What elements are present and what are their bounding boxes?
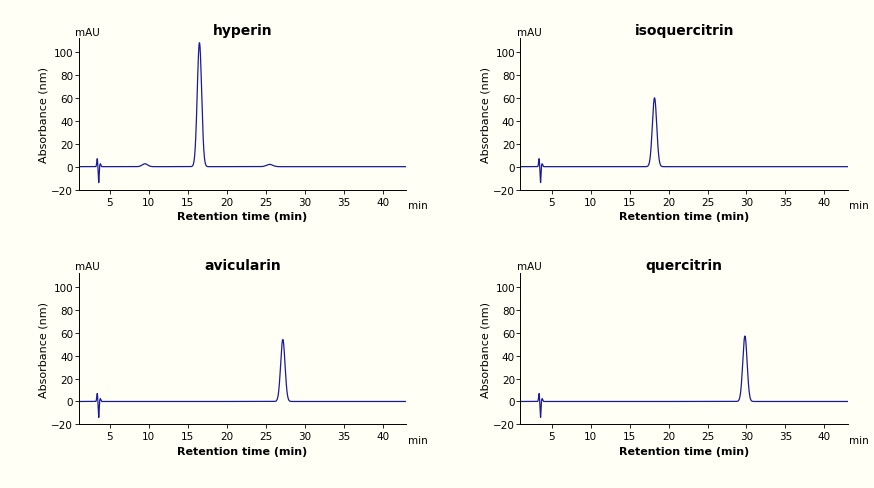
Text: mAU: mAU [75, 262, 101, 272]
Text: min: min [850, 201, 869, 211]
Text: min: min [407, 201, 427, 211]
Y-axis label: Absorbance (nm): Absorbance (nm) [38, 301, 48, 397]
X-axis label: Retention time (min): Retention time (min) [177, 446, 308, 456]
Text: mAU: mAU [75, 27, 101, 38]
Text: min: min [850, 435, 869, 445]
X-axis label: Retention time (min): Retention time (min) [177, 211, 308, 221]
Text: mAU: mAU [517, 27, 542, 38]
Title: quercitrin: quercitrin [646, 258, 723, 272]
Title: isoquercitrin: isoquercitrin [635, 24, 734, 38]
Y-axis label: Absorbance (nm): Absorbance (nm) [481, 67, 490, 163]
Title: hyperin: hyperin [212, 24, 272, 38]
Y-axis label: Absorbance (nm): Absorbance (nm) [38, 67, 48, 163]
Y-axis label: Absorbance (nm): Absorbance (nm) [481, 301, 490, 397]
Text: mAU: mAU [517, 262, 542, 272]
Text: min: min [407, 435, 427, 445]
X-axis label: Retention time (min): Retention time (min) [619, 211, 749, 221]
X-axis label: Retention time (min): Retention time (min) [619, 446, 749, 456]
Title: avicularin: avicularin [204, 258, 281, 272]
